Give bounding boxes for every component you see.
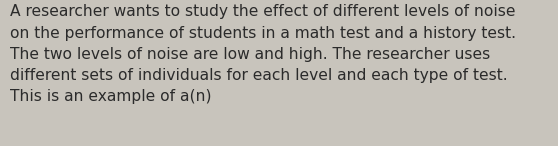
- Text: A researcher wants to study the effect of different levels of noise
on the perfo: A researcher wants to study the effect o…: [10, 4, 516, 104]
